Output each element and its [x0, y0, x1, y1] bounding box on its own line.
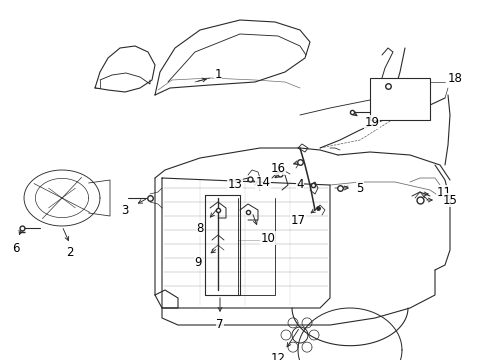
- Text: 2: 2: [66, 246, 74, 258]
- Text: 9: 9: [194, 256, 202, 269]
- Text: 5: 5: [356, 181, 363, 194]
- Text: 8: 8: [196, 221, 203, 234]
- Text: 18: 18: [447, 72, 462, 85]
- Text: 14: 14: [255, 176, 270, 189]
- Text: 16: 16: [270, 162, 285, 175]
- Text: 13: 13: [227, 179, 242, 192]
- Text: 17: 17: [290, 213, 305, 226]
- Text: 4: 4: [296, 179, 303, 192]
- Text: 12: 12: [270, 352, 285, 360]
- Text: 15: 15: [442, 194, 456, 207]
- Text: 19: 19: [364, 116, 379, 129]
- Text: 7: 7: [216, 319, 224, 332]
- Text: 11: 11: [436, 185, 450, 198]
- Text: 1: 1: [214, 68, 221, 81]
- Text: 6: 6: [12, 242, 20, 255]
- FancyBboxPatch shape: [369, 78, 429, 120]
- Text: 10: 10: [260, 231, 275, 244]
- Text: 3: 3: [121, 203, 128, 216]
